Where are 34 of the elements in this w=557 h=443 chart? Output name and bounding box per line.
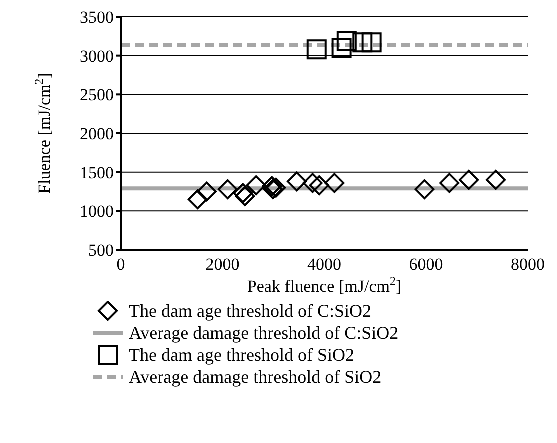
legend-label: The dam age threshold of SiO2: [129, 344, 354, 366]
point: [362, 32, 382, 53]
y-tick-label: 2500: [80, 86, 114, 105]
point: [324, 173, 345, 194]
point: [309, 176, 330, 196]
x-axis-title: Peak fluence [mJ/cm$^{2}$]: [247, 274, 402, 296]
point: [414, 179, 435, 200]
point: [486, 170, 506, 190]
point: [352, 32, 373, 53]
point: [440, 173, 460, 194]
point: [218, 179, 238, 200]
legend-label: Average damage threshold of C:SiO2: [129, 322, 399, 344]
y-tick-label: 3500: [80, 8, 114, 28]
point: [196, 182, 217, 202]
point: [332, 38, 352, 58]
point: [246, 176, 266, 196]
y-tick-label: 500: [88, 241, 114, 260]
x-tick-label: 0: [116, 255, 126, 274]
point: [458, 170, 479, 190]
y-tick-label: 3000: [80, 46, 114, 66]
point: [306, 40, 327, 60]
point: [188, 190, 208, 210]
x-tick-label: 8000: [511, 255, 545, 274]
point: [336, 31, 357, 52]
point: [287, 172, 308, 192]
legend-label: Average damage threshold of SiO2: [129, 366, 382, 388]
x-tick-label: 4000: [308, 255, 342, 274]
x-tick-label: 2000: [206, 255, 240, 274]
legend-label: The dam age threshold of C:SiO2: [129, 300, 372, 322]
point: [302, 173, 323, 194]
y-tick-label: 1000: [80, 202, 114, 222]
y-tick-label: 2000: [80, 124, 114, 144]
y-tick-label: 1500: [80, 163, 114, 182]
x-tick-label: 6000: [409, 255, 444, 274]
